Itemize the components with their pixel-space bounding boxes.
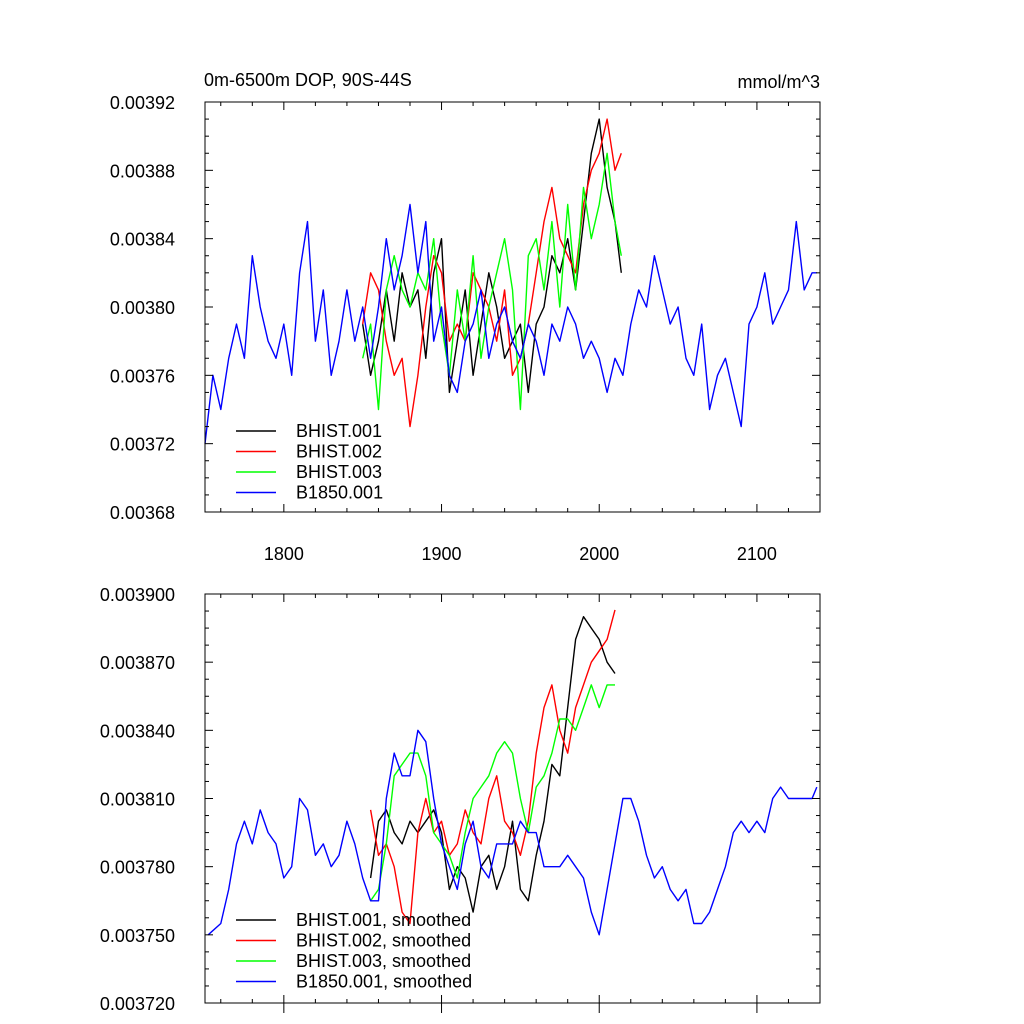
bottom-series-line-3	[370, 684, 615, 902]
bottom-series-line-1	[369, 616, 616, 913]
bottom-ytick-label: 0.003750	[100, 926, 175, 946]
top-legend-label: BHIST.002	[296, 442, 382, 462]
bottom-ytick-label: 0.003720	[100, 994, 175, 1014]
bottom-ytick-label: 0.003870	[100, 653, 175, 673]
top-ytick-label: 0.00392	[110, 93, 175, 113]
top-series-line-3	[362, 152, 622, 411]
bottom-legend-label: BHIST.003, smoothed	[296, 951, 471, 971]
top-chart-panel: 0.00368 0.00372 0.00376 0.00380 0.00384 0.003…	[110, 93, 821, 564]
bottom-chart-panel: 0.003720 0.003750 0.003780 0.003810 0.003840…	[100, 585, 821, 1014]
top-ytick-label: 0.00372	[110, 435, 175, 455]
bottom-legend-label: B1850.001, smoothed	[296, 972, 472, 992]
bottom-legend-label: BHIST.002, smoothed	[296, 931, 471, 951]
top-legend-label: BHIST.001	[296, 421, 382, 441]
top-ytick-label: 0.00368	[110, 503, 175, 523]
top-series-layer	[204, 118, 817, 444]
chart-title: 0m-6500m DOP, 90S-44S	[204, 70, 412, 90]
bottom-series-line-2	[369, 609, 616, 925]
units-label: mmol/m^3	[738, 72, 820, 92]
bottom-ytick-label: 0.003900	[100, 585, 175, 605]
bottom-series-line-4	[207, 729, 818, 936]
top-xtick-label: 1800	[264, 544, 304, 564]
top-xtick-label: 2000	[579, 544, 619, 564]
top-ytick-label: 0.00380	[110, 298, 175, 318]
bottom-axes-layer: 0.003720 0.003750 0.003780 0.003810 0.003840…	[100, 585, 821, 1014]
top-legend-label: BHIST.003	[296, 462, 382, 482]
bottom-series-layer	[207, 609, 818, 936]
top-axes-layer: 0.00368 0.00372 0.00376 0.00380 0.00384 0.003…	[110, 93, 821, 564]
bottom-ytick-label: 0.003810	[100, 790, 175, 810]
bottom-legend-label: BHIST.001, smoothed	[296, 910, 471, 930]
bottom-ytick-label: 0.003780	[100, 858, 175, 878]
top-series-line-4	[204, 203, 817, 444]
top-xtick-label: 1900	[422, 544, 462, 564]
top-ytick-label: 0.00388	[110, 161, 175, 181]
top-legend-label: B1850.001	[296, 483, 383, 503]
top-ytick-label: 0.00376	[110, 366, 175, 386]
bottom-ytick-label: 0.003840	[100, 721, 175, 741]
top-ytick-label: 0.00384	[110, 230, 175, 250]
top-xtick-label: 2100	[737, 544, 777, 564]
